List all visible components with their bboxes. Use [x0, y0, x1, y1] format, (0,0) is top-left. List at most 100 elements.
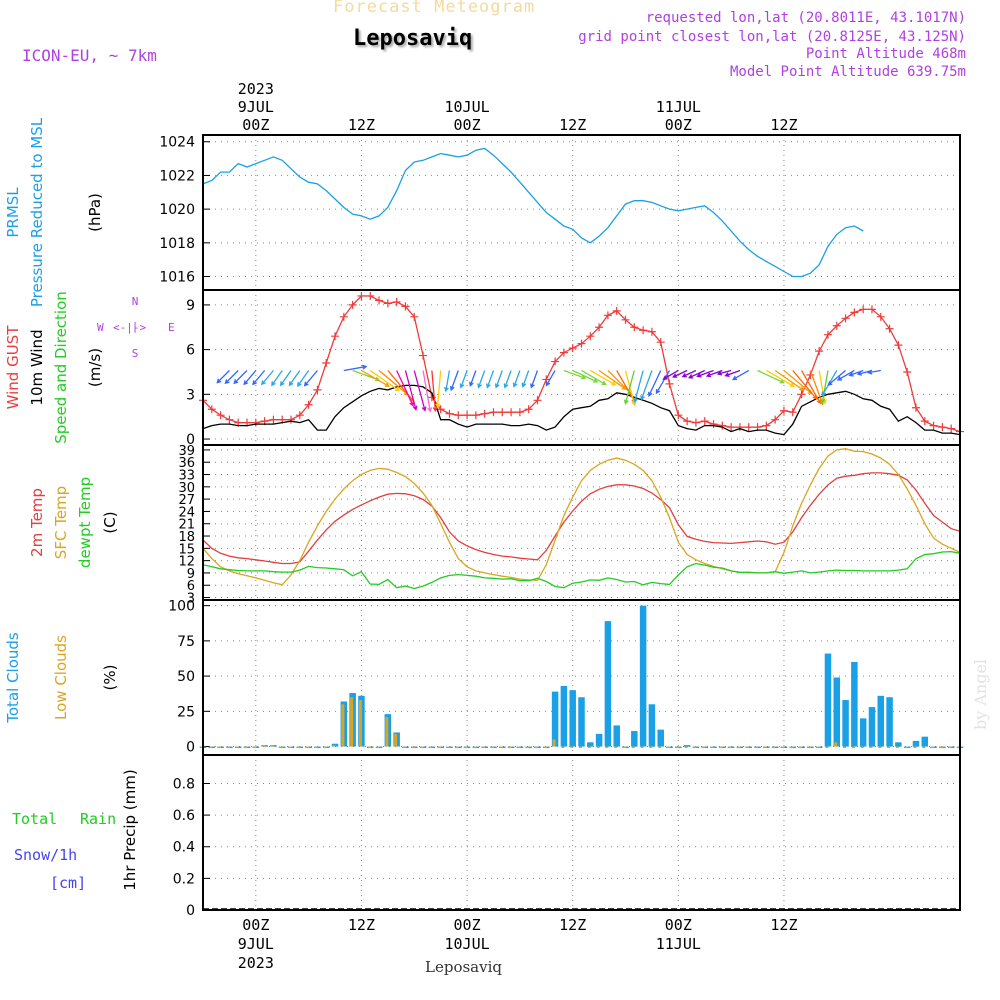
cloud-bar-low	[693, 746, 697, 749]
y-tick-label: 6	[187, 579, 195, 594]
panel-frame	[202, 444, 961, 601]
panel-clouds: 0 25 50 75 100 Total Clouds Low Clouds (%)	[4, 599, 964, 756]
cloud-bar-low	[253, 746, 257, 749]
wind-arrow	[260, 370, 274, 386]
gust-marker	[577, 339, 586, 348]
wind-arrow	[422, 370, 433, 413]
gust-marker	[533, 396, 542, 405]
gust-marker	[656, 338, 665, 347]
gust-marker	[691, 418, 700, 427]
compass-n: N	[132, 295, 139, 308]
cloud-bar-total	[639, 605, 647, 747]
cloud-bar-low	[226, 746, 230, 749]
panel-label-temperature: 2m Temp	[28, 488, 46, 557]
top-axis-label: 10JUL	[444, 98, 489, 116]
gust-marker	[595, 323, 604, 332]
wind-arrow	[243, 370, 257, 386]
cloud-bar-low	[658, 746, 662, 749]
wind-arrow	[361, 369, 390, 387]
gust-marker	[489, 408, 498, 417]
wind-arrow	[867, 369, 881, 375]
gust-marker	[436, 405, 445, 414]
cloud-bar-total	[824, 653, 832, 747]
cloud-bar-low	[904, 746, 908, 749]
wind-arrow	[530, 370, 539, 389]
wind-arrow	[848, 369, 864, 377]
y-tick-label: 30	[178, 481, 195, 496]
bottom-axis-label: 00Z	[454, 916, 481, 934]
panel-frame	[202, 754, 961, 911]
y-tick-label: 3	[187, 592, 195, 607]
cloud-bar-low	[667, 746, 671, 749]
bottom-axis-label: 11JUL	[656, 935, 701, 953]
series-sfc	[202, 448, 961, 586]
y-tick-label: 27	[178, 493, 195, 508]
cloud-bar-total	[604, 621, 612, 747]
cloud-bar-low	[763, 746, 767, 749]
cloud-bar-low	[851, 746, 855, 749]
cloud-bar-total	[569, 690, 576, 747]
wind-arrow	[216, 370, 230, 384]
cloud-bar-low	[675, 746, 679, 749]
panel-label-wind: 10m Wind	[28, 329, 46, 405]
y-tick-label: 18	[178, 530, 195, 545]
gust-marker	[630, 323, 639, 332]
cloud-bar-low	[490, 746, 494, 749]
gust-marker	[920, 417, 929, 426]
gust-marker	[700, 417, 709, 426]
gust-marker	[639, 326, 648, 335]
gust-marker	[295, 411, 304, 420]
y-tick-label: 1018	[159, 236, 195, 252]
gust-marker	[348, 300, 357, 309]
y-tick-label: 39	[178, 444, 195, 459]
cloud-bar-low	[262, 745, 266, 747]
wind-arrow	[681, 369, 697, 378]
gust-marker	[867, 305, 876, 314]
gust-marker	[287, 415, 296, 424]
wind-arrow	[477, 370, 486, 389]
bottom-axis-label: 00Z	[242, 916, 269, 934]
cloud-bar-low	[579, 746, 582, 749]
cloud-bar-low	[306, 746, 310, 749]
top-axis-label: 11JUL	[656, 98, 701, 116]
wind-arrow	[459, 370, 468, 389]
cloud-bar-total	[683, 745, 691, 747]
wind-arrow	[672, 369, 688, 378]
footer-station: Leposaviq	[425, 958, 502, 976]
gust-marker	[665, 379, 674, 388]
cloud-bar-low	[464, 746, 468, 749]
y-tick-label: 1016	[159, 270, 195, 286]
y-tick-label: 24	[178, 505, 195, 520]
top-axis-label: 00Z	[665, 116, 692, 134]
gust-marker	[779, 406, 788, 415]
gust-marker	[216, 411, 225, 420]
wind-arrow	[766, 369, 795, 387]
cloud-bar-low	[878, 746, 882, 749]
y-tick-label: 3	[186, 387, 195, 403]
cloud-bar-low	[772, 746, 776, 749]
bottom-axis-label: 9JUL	[238, 935, 274, 953]
gust-marker	[947, 424, 956, 433]
cloud-bar-low	[834, 742, 838, 747]
cloud-bar-total	[842, 700, 849, 747]
cloud-bar-low	[209, 746, 213, 749]
cloud-bar-total	[560, 685, 568, 747]
gust-marker	[788, 408, 797, 417]
gust-marker	[339, 312, 348, 321]
panel-label-wind: Speed and Direction	[52, 291, 70, 444]
wind-arrow	[288, 370, 301, 387]
cloud-bar-low	[939, 746, 943, 749]
wind-arrow	[512, 370, 521, 388]
cloud-bar-low	[288, 746, 292, 749]
gust-marker	[903, 367, 912, 376]
cloud-bar-low	[420, 746, 424, 749]
panel-pressure: 1016 1018 1020 1022 1024 PRMSL Pressure Reduce…	[4, 117, 961, 307]
cloud-bar-low	[746, 746, 750, 749]
cloud-bar-low	[887, 746, 891, 749]
gust-marker	[929, 421, 938, 430]
gust-marker	[621, 315, 630, 324]
wind-arrow	[836, 369, 855, 381]
y-tick-label: 0.6	[173, 808, 195, 824]
gust-marker	[735, 423, 744, 432]
